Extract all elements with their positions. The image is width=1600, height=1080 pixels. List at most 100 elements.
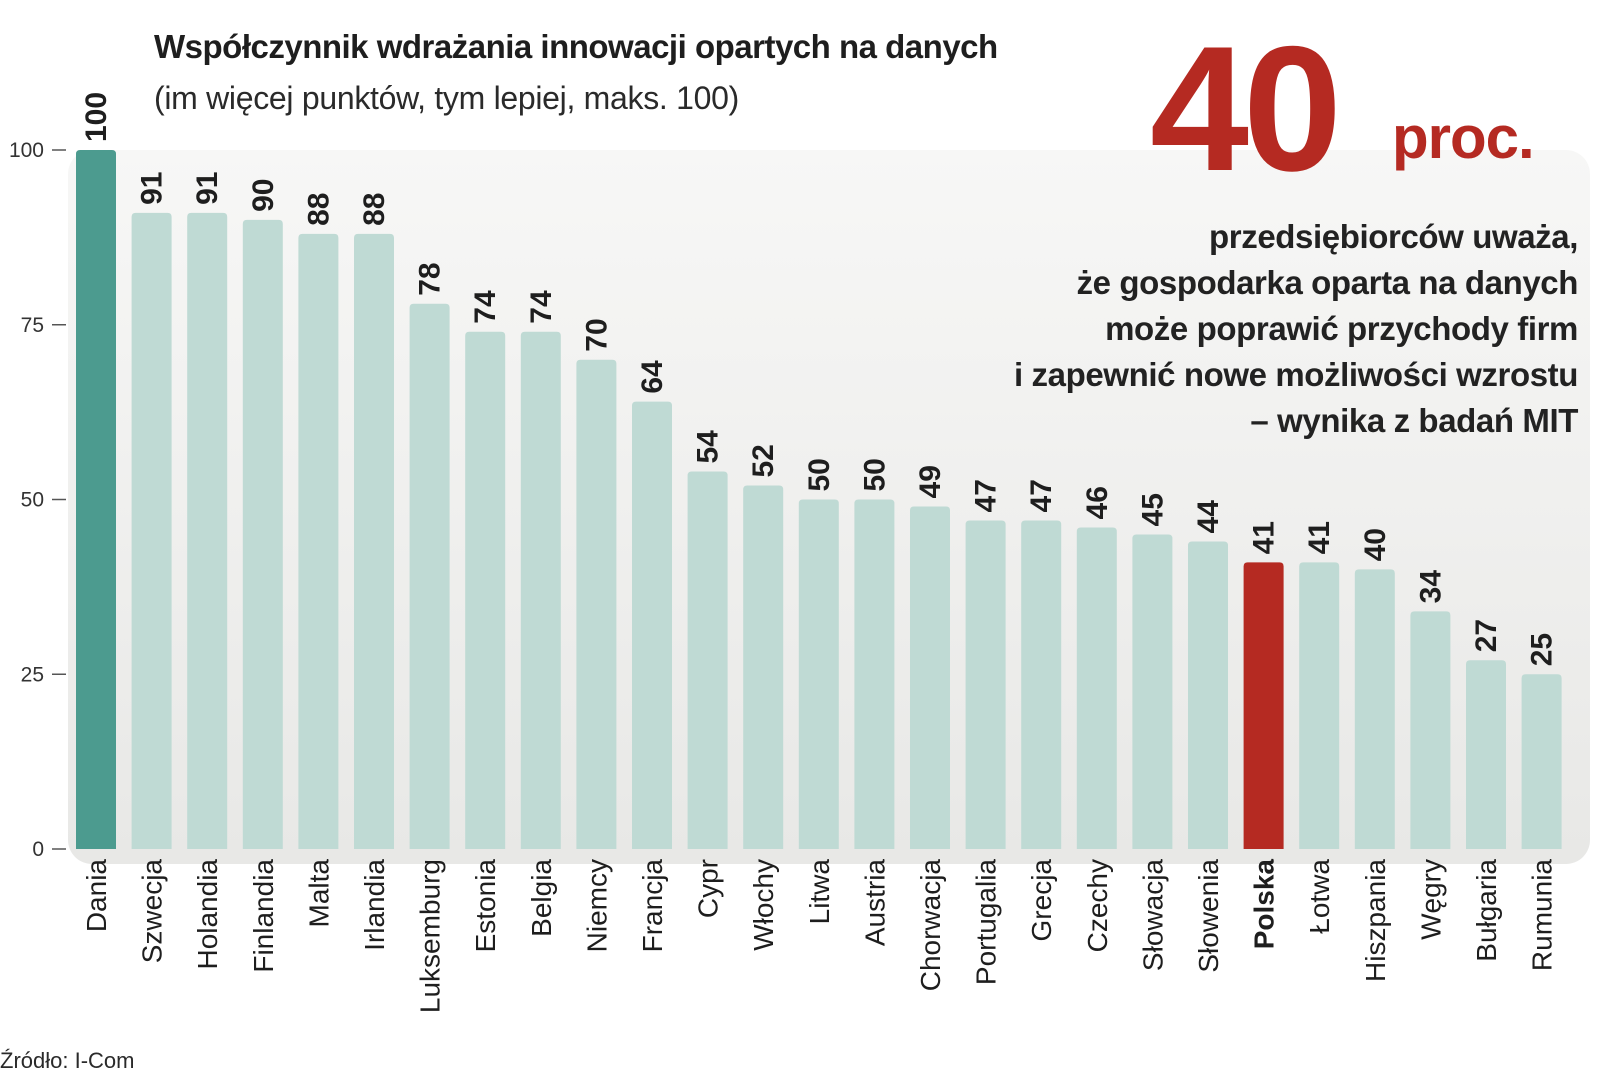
value-label: 27 [1470,619,1503,652]
bar-czechy [1076,527,1117,849]
value-label: 78 [414,262,447,295]
bar-estonia [465,331,506,849]
bar-niemcy [576,359,617,849]
bar-słowacja [1132,534,1173,849]
category-label: Finlandia [248,859,279,973]
bars-group [76,150,1562,849]
value-label: 41 [1303,521,1336,554]
bar-francja [632,401,672,849]
value-label: 100 [80,92,113,142]
category-label: Szwecja [137,859,168,964]
highlight-unit: proc. [1392,104,1535,171]
value-label: 88 [358,193,391,226]
bar-belgia [520,331,561,849]
bar-irlandia [354,233,394,849]
value-label: 50 [803,458,836,491]
value-label: 70 [580,318,613,351]
highlight-line: może poprawić przychody firm [1105,310,1578,347]
y-tick-label: 100 [9,139,44,162]
category-label: Hiszpania [1360,859,1391,982]
category-label: Węgry [1415,859,1446,940]
category-label: Austria [859,859,890,947]
bar-łotwa [1299,562,1340,849]
bar-bułgaria [1466,660,1506,849]
bar-luksemburg [409,303,450,849]
chart-title: Współczynnik wdrażania innowacji opartyc… [154,28,998,65]
source-note: Źródło: I-Com [0,1048,135,1073]
category-label: Litwa [804,859,835,925]
value-label: 25 [1526,633,1559,666]
category-labels-group: Dania Szwecja Holandia Finlandia Malta Irland… [81,859,1558,1014]
highlight-text: przedsiębiorców uważa, że gospodarka opa… [1014,214,1578,444]
value-label: 64 [636,360,669,394]
category-label: Słowacja [1137,859,1168,971]
value-label: 47 [970,479,1003,512]
category-label: Malta [303,859,334,928]
highlight-line: – wynika z badań MIT [1250,402,1578,439]
bar-grecja [1021,520,1062,849]
bar-portugalia [965,520,1006,849]
category-label: Estonia [470,859,501,953]
value-label: 40 [1359,528,1392,561]
chart-subtitle: (im więcej punktów, tym lepiej, maks. 10… [154,80,739,116]
value-label: 34 [1414,570,1447,604]
value-labels-group: 100 91 91 90 88 88 78 74 74 70 64 54 52 50 50 49 47 47 46 4… [80,92,1559,666]
highlight-line: i zapewnić nowe możliwości wzrostu [1014,356,1578,393]
value-label: 91 [136,172,169,205]
bar-austria [854,499,895,849]
value-label: 90 [247,179,280,212]
bar-słowenia [1188,541,1228,849]
bar-litwa [798,499,839,849]
category-label: Dania [81,859,112,933]
bar-cypr [687,471,728,849]
category-label: Niemcy [581,859,612,952]
bar-szwecja [131,212,172,849]
category-label: Polska [1249,859,1280,950]
bar-finlandia [242,219,283,849]
bar-hiszpania [1354,569,1395,849]
value-label: 46 [1081,486,1114,519]
bar-rumunia [1521,674,1562,849]
bar-chorwacja [910,506,950,849]
category-label: Irlandia [359,859,390,951]
category-label: Cypr [693,859,724,918]
highlight-number: 40 [1150,9,1342,208]
category-label: Francja [637,859,668,953]
value-label: 44 [1192,500,1225,534]
category-label: Belgia [526,859,557,937]
value-label: 74 [525,290,558,324]
bar-holandia [187,212,228,849]
highlight-line: przedsiębiorców uważa, [1209,218,1578,255]
value-label: 50 [858,458,891,491]
value-label: 88 [302,193,335,226]
value-label: 49 [914,465,947,498]
category-label: Holandia [192,859,223,970]
y-tick-label: 25 [21,663,44,686]
value-label: 41 [1248,521,1281,554]
y-tick-label: 50 [21,489,44,512]
bar-malta [298,233,339,849]
category-label: Portugalia [971,859,1002,986]
category-label: Luksemburg [415,859,446,1013]
category-label: Słowenia [1193,859,1224,973]
value-label: 52 [747,444,780,477]
category-label: Czechy [1082,859,1113,952]
value-label: 45 [1136,493,1169,526]
y-tick-label: 75 [21,314,44,337]
value-label: 47 [1025,479,1058,512]
y-tick-label: 0 [32,838,44,861]
bar-węgry [1410,611,1451,849]
value-label: 54 [692,430,725,464]
highlight-line: że gospodarka oparta na danych [1076,264,1579,301]
category-label: Grecja [1026,859,1057,942]
category-label: Włochy [748,859,779,951]
bar-dania [76,150,116,849]
value-label: 91 [191,172,224,205]
value-label: 74 [469,290,502,324]
category-label: Bułgaria [1471,859,1502,962]
bar-polska [1243,562,1284,849]
bar-włochy [743,485,784,849]
y-axis: 0 25 50 75 100 [9,139,66,861]
